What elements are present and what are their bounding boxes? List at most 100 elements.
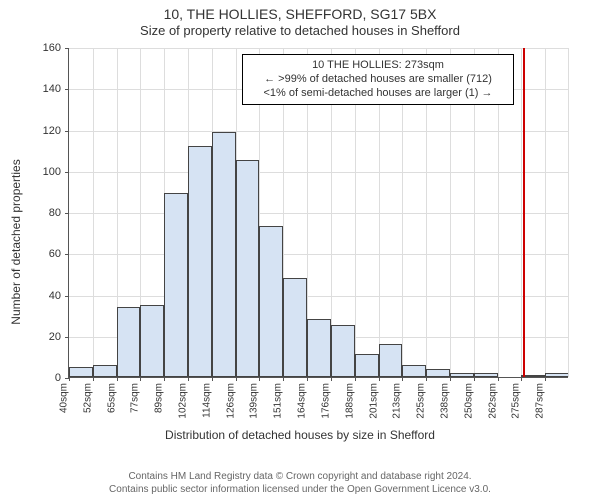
xtick-label: 176sqm [320, 383, 331, 419]
histogram-bar [259, 226, 283, 377]
page-subtitle: Size of property relative to detached ho… [0, 23, 600, 39]
footer-line-1: Contains HM Land Registry data © Crown c… [0, 471, 600, 484]
histogram-bar [93, 365, 117, 377]
gridline-v [568, 48, 569, 377]
xtick-mark [521, 377, 522, 381]
histogram-bar [426, 369, 450, 377]
ytick-label: 20 [49, 331, 61, 343]
marker-line [523, 48, 525, 377]
xtick-label: 213sqm [392, 383, 403, 419]
histogram-bar [117, 307, 141, 377]
xtick-label: 139sqm [249, 383, 260, 419]
xtick-label: 201sqm [368, 383, 379, 419]
xtick-mark [259, 377, 260, 381]
histogram-bar [69, 367, 93, 377]
xtick-mark [212, 377, 213, 381]
page: 10, THE HOLLIES, SHEFFORD, SG17 5BX Size… [0, 0, 600, 500]
ytick-mark [65, 296, 69, 297]
xtick-mark [355, 377, 356, 381]
xtick-label: 188sqm [344, 383, 355, 419]
xtick-label: 275sqm [511, 383, 522, 419]
xtick-mark [307, 377, 308, 381]
xtick-mark [474, 377, 475, 381]
histogram-bar [283, 278, 307, 377]
histogram-bar [402, 365, 426, 377]
ytick-label: 60 [49, 248, 61, 260]
xtick-label: 52sqm [82, 383, 93, 413]
xtick-label: 238sqm [439, 383, 450, 419]
histogram-bar [474, 373, 498, 377]
xtick-label: 262sqm [487, 383, 498, 419]
histogram-bar [164, 193, 188, 377]
xtick-label: 89sqm [154, 383, 165, 413]
gridline-h [69, 254, 568, 255]
ytick-mark [65, 48, 69, 49]
histogram-bar [450, 373, 474, 377]
xtick-label: 250sqm [463, 383, 474, 419]
xtick-mark [164, 377, 165, 381]
xtick-mark [402, 377, 403, 381]
histogram-plot: 02040608010012014016040sqm52sqm65sqm77sq… [68, 48, 568, 378]
gridline-v [93, 48, 94, 377]
annotation-line-2: ← >99% of detached houses are smaller (7… [249, 73, 507, 87]
xtick-mark [117, 377, 118, 381]
histogram-bar [212, 132, 236, 377]
xtick-label: 225sqm [416, 383, 427, 419]
gridline-v [545, 48, 546, 377]
ytick-label: 160 [43, 42, 61, 54]
ytick-label: 120 [43, 125, 61, 137]
ytick-mark [65, 213, 69, 214]
xtick-label: 40sqm [58, 383, 69, 413]
histogram-bar [236, 160, 260, 377]
histogram-bar [545, 373, 569, 377]
annotation-line-3: <1% of semi-detached houses are larger (… [249, 87, 507, 101]
y-axis-label: Number of detached properties [9, 159, 23, 324]
histogram-wrap: Number of detached properties 0204060801… [20, 44, 580, 440]
annotation-line-1: 10 THE HOLLIES: 273sqm [249, 59, 507, 73]
xtick-mark [283, 377, 284, 381]
histogram-bar [140, 305, 164, 377]
xtick-label: 287sqm [535, 383, 546, 419]
ytick-mark [65, 131, 69, 132]
ytick-label: 40 [49, 290, 61, 302]
ytick-mark [65, 89, 69, 90]
histogram-bar [331, 325, 355, 377]
histogram-bar [355, 354, 379, 377]
xtick-label: 102sqm [177, 383, 188, 419]
ytick-label: 140 [43, 83, 61, 95]
footer-line-2: Contains public sector information licen… [0, 484, 600, 497]
xtick-mark [93, 377, 94, 381]
ytick-label: 80 [49, 207, 61, 219]
xtick-mark [331, 377, 332, 381]
page-title: 10, THE HOLLIES, SHEFFORD, SG17 5BX [0, 0, 600, 23]
xtick-mark [426, 377, 427, 381]
xtick-mark [236, 377, 237, 381]
histogram-bar [188, 146, 212, 377]
xtick-mark [188, 377, 189, 381]
histogram-bar [307, 319, 331, 377]
footer: Contains HM Land Registry data © Crown c… [0, 471, 600, 496]
gridline-h [69, 172, 568, 173]
x-axis-label: Distribution of detached houses by size … [165, 428, 435, 442]
xtick-mark [450, 377, 451, 381]
xtick-mark [379, 377, 380, 381]
ytick-mark [65, 254, 69, 255]
annotation-box: 10 THE HOLLIES: 273sqm ← >99% of detache… [242, 54, 514, 105]
xtick-mark [498, 377, 499, 381]
gridline-h [69, 213, 568, 214]
gridline-h [69, 48, 568, 49]
xtick-mark [545, 377, 546, 381]
histogram-bar [379, 344, 403, 377]
ytick-label: 100 [43, 166, 61, 178]
xtick-label: 77sqm [130, 383, 141, 413]
xtick-label: 164sqm [296, 383, 307, 419]
gridline-h [69, 296, 568, 297]
xtick-label: 65sqm [106, 383, 117, 413]
xtick-mark [140, 377, 141, 381]
gridline-h [69, 131, 568, 132]
ytick-mark [65, 172, 69, 173]
ytick-mark [65, 337, 69, 338]
xtick-mark [69, 377, 70, 381]
xtick-label: 114sqm [201, 383, 212, 418]
xtick-label: 151sqm [273, 383, 284, 419]
